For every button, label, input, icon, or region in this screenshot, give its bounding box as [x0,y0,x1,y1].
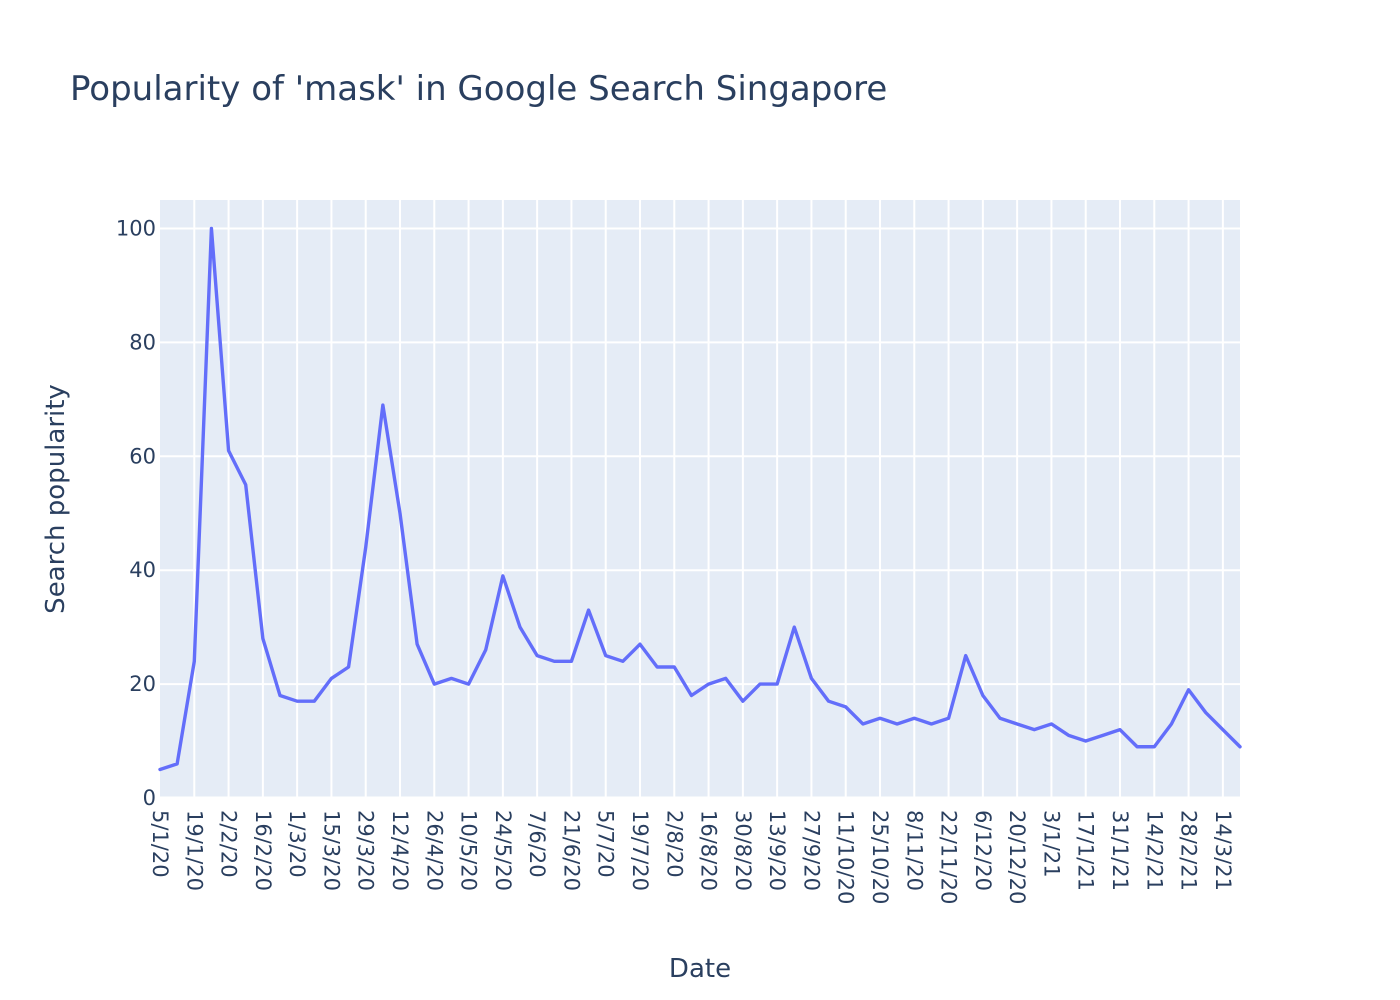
x-tick-label: 16/8/20 [697,810,721,891]
x-tick-label: 3/1/21 [1039,810,1063,878]
x-tick-label: 19/1/20 [182,810,206,891]
x-tick-label: 17/1/21 [1074,810,1098,891]
x-tick-label: 24/5/20 [491,810,515,891]
y-axis-title: Search popularity [41,384,71,614]
x-tick-label: 11/10/20 [834,810,858,904]
x-tick-label: 5/7/20 [594,810,618,878]
series-line [158,226,1242,772]
grid [160,200,1240,800]
x-tick-label: 14/2/21 [1142,810,1166,891]
x-tick-label: 14/3/21 [1211,810,1235,891]
x-tick-label: 27/9/20 [799,810,823,891]
x-tick-label: 8/11/20 [902,810,926,891]
x-tick-label: 13/9/20 [765,810,789,891]
x-tick-label: 26/4/20 [422,810,446,891]
series [158,226,1242,772]
y-tick-label: 40 [129,558,156,582]
x-tick-label: 1/3/20 [285,810,309,878]
chart-title: Popularity of 'mask' in Google Search Si… [70,69,887,109]
x-tick-label: 31/1/21 [1108,810,1132,891]
x-tick-label: 19/7/20 [628,810,652,891]
x-tick-label: 2/2/20 [217,810,241,878]
x-tick-label: 2/8/20 [662,810,686,878]
x-tick-label: 22/11/20 [937,810,961,904]
y-tick-label: 80 [129,330,156,354]
x-tick-label: 7/6/20 [525,810,549,878]
x-axis-title: Date [669,954,731,984]
y-tick-label: 0 [143,786,156,810]
x-tick-label: 5/1/20 [148,810,172,878]
x-tick-label: 21/6/20 [559,810,583,891]
x-tick-label: 15/3/20 [319,810,343,891]
x-tick-label: 30/8/20 [731,810,755,891]
x-tick-label: 28/2/21 [1177,810,1201,891]
x-tick-label: 16/2/20 [251,810,275,891]
x-tick-label: 20/12/20 [1005,810,1029,904]
plot-area [160,200,1240,798]
y-tick-label: 60 [129,444,156,468]
x-tick-label: 29/3/20 [354,810,378,891]
x-tick-label: 25/10/20 [868,810,892,904]
x-axis-ticks: 5/1/20 19/1/20 2/2/20 16/2/20 1/3/20 15/3/20 2… [148,810,1235,904]
y-tick-label: 20 [129,672,156,696]
x-tick-label: 6/12/20 [971,810,995,891]
y-axis-ticks: 0 20 40 60 80 100 [116,216,156,810]
y-tick-label: 100 [116,216,156,240]
x-tick-label: 12/4/20 [388,810,412,891]
x-tick-label: 10/5/20 [457,810,481,891]
